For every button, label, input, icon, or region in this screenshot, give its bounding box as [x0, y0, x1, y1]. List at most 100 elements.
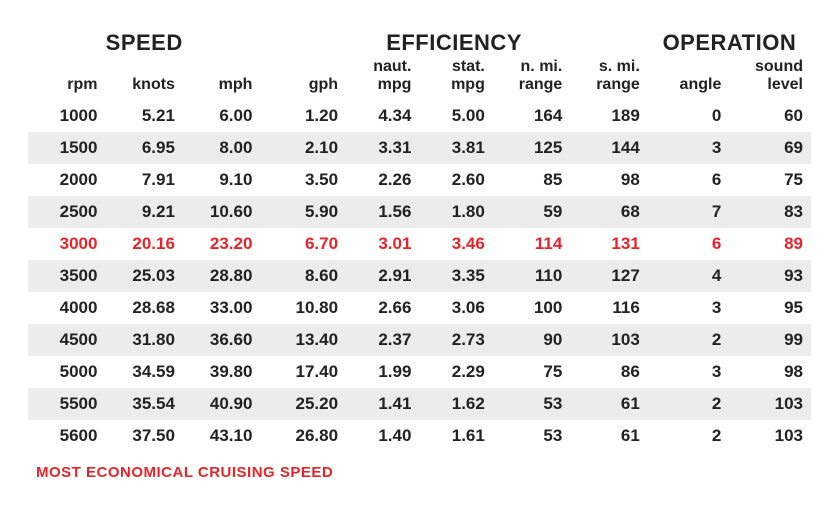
cell-angle: 2 [648, 420, 730, 452]
cell-knots: 20.16 [105, 228, 182, 260]
cell-mph: 33.00 [183, 292, 260, 324]
cell-nrange: 53 [493, 420, 570, 452]
cell-angle: 3 [648, 292, 730, 324]
cell-srange: 61 [570, 388, 647, 420]
col-srange: range [570, 76, 647, 100]
col-sound-top: sound [729, 58, 811, 76]
cell-sound: 99 [729, 324, 811, 356]
cell-rpm: 4000 [28, 292, 105, 324]
table-row: 15006.958.002.103.313.81125144369 [28, 132, 811, 164]
cell-rpm: 1500 [28, 132, 105, 164]
col-gph-top [260, 58, 346, 76]
cell-gph: 25.20 [260, 388, 346, 420]
cell-smpg: 3.46 [419, 228, 492, 260]
cell-smpg: 1.62 [419, 388, 492, 420]
col-rpm: rpm [28, 76, 105, 100]
group-operation: OPERATION [648, 24, 811, 58]
cell-nmpg: 3.31 [346, 132, 419, 164]
cell-angle: 3 [648, 356, 730, 388]
col-smpg: mpg [419, 76, 492, 100]
cell-smpg: 3.81 [419, 132, 492, 164]
cell-rpm: 3500 [28, 260, 105, 292]
cell-knots: 31.80 [105, 324, 182, 356]
col-rpm-top [28, 58, 105, 76]
col-gph: gph [260, 76, 346, 100]
cell-mph: 9.10 [183, 164, 260, 196]
cell-srange: 144 [570, 132, 647, 164]
table-row: 10005.216.001.204.345.00164189060 [28, 100, 811, 132]
cell-smpg: 5.00 [419, 100, 492, 132]
cell-nrange: 53 [493, 388, 570, 420]
cell-mph: 6.00 [183, 100, 260, 132]
cell-angle: 2 [648, 388, 730, 420]
cell-rpm: 5600 [28, 420, 105, 452]
cell-sound: 75 [729, 164, 811, 196]
subheader-row-2: rpm knots mph gph mpg mpg range range an… [28, 76, 811, 100]
cell-knots: 9.21 [105, 196, 182, 228]
cell-angle: 6 [648, 164, 730, 196]
cell-sound: 69 [729, 132, 811, 164]
cell-angle: 2 [648, 324, 730, 356]
cell-nmpg: 2.26 [346, 164, 419, 196]
cell-nmpg: 3.01 [346, 228, 419, 260]
cell-srange: 98 [570, 164, 647, 196]
cell-rpm: 2000 [28, 164, 105, 196]
table-row: 350025.0328.808.602.913.35110127493 [28, 260, 811, 292]
cell-gph: 3.50 [260, 164, 346, 196]
performance-table-container: SPEED EFFICIENCY OPERATION naut. stat. n… [0, 0, 839, 481]
cell-knots: 7.91 [105, 164, 182, 196]
cell-nmpg: 2.66 [346, 292, 419, 324]
cell-rpm: 4500 [28, 324, 105, 356]
cell-smpg: 1.61 [419, 420, 492, 452]
cell-angle: 3 [648, 132, 730, 164]
cell-sound: 93 [729, 260, 811, 292]
cell-mph: 43.10 [183, 420, 260, 452]
table-row: 450031.8036.6013.402.372.7390103299 [28, 324, 811, 356]
cell-nmpg: 2.91 [346, 260, 419, 292]
performance-table: SPEED EFFICIENCY OPERATION naut. stat. n… [28, 24, 811, 452]
cell-rpm: 5500 [28, 388, 105, 420]
cell-nmpg: 1.99 [346, 356, 419, 388]
group-header-row: SPEED EFFICIENCY OPERATION [28, 24, 811, 58]
table-row: 550035.5440.9025.201.411.6253612103 [28, 388, 811, 420]
cell-gph: 1.20 [260, 100, 346, 132]
cell-gph: 6.70 [260, 228, 346, 260]
cell-smpg: 2.29 [419, 356, 492, 388]
cell-srange: 116 [570, 292, 647, 324]
col-knots: knots [105, 76, 182, 100]
cell-rpm: 5000 [28, 356, 105, 388]
cell-sound: 103 [729, 388, 811, 420]
group-speed: SPEED [28, 24, 260, 58]
cell-mph: 36.60 [183, 324, 260, 356]
cell-nrange: 110 [493, 260, 570, 292]
cell-mph: 39.80 [183, 356, 260, 388]
col-angle: angle [648, 76, 730, 100]
cell-rpm: 2500 [28, 196, 105, 228]
cell-gph: 5.90 [260, 196, 346, 228]
cell-knots: 37.50 [105, 420, 182, 452]
col-smpg-top: stat. [419, 58, 492, 76]
table-row: 400028.6833.0010.802.663.06100116395 [28, 292, 811, 324]
cell-nrange: 114 [493, 228, 570, 260]
cell-smpg: 2.60 [419, 164, 492, 196]
table-body: 10005.216.001.204.345.0016418906015006.9… [28, 100, 811, 452]
col-knots-top [105, 58, 182, 76]
table-row: 300020.1623.206.703.013.46114131689 [28, 228, 811, 260]
cell-sound: 103 [729, 420, 811, 452]
cell-sound: 95 [729, 292, 811, 324]
cell-mph: 28.80 [183, 260, 260, 292]
cell-nrange: 100 [493, 292, 570, 324]
cell-nrange: 164 [493, 100, 570, 132]
cell-mph: 40.90 [183, 388, 260, 420]
cell-smpg: 2.73 [419, 324, 492, 356]
subheader-row-1: naut. stat. n. mi. s. mi. sound [28, 58, 811, 76]
cell-gph: 26.80 [260, 420, 346, 452]
cell-mph: 10.60 [183, 196, 260, 228]
cell-sound: 89 [729, 228, 811, 260]
cell-gph: 10.80 [260, 292, 346, 324]
cell-nrange: 90 [493, 324, 570, 356]
cell-knots: 34.59 [105, 356, 182, 388]
col-angle-top [648, 58, 730, 76]
cell-mph: 8.00 [183, 132, 260, 164]
col-srange-top: s. mi. [570, 58, 647, 76]
